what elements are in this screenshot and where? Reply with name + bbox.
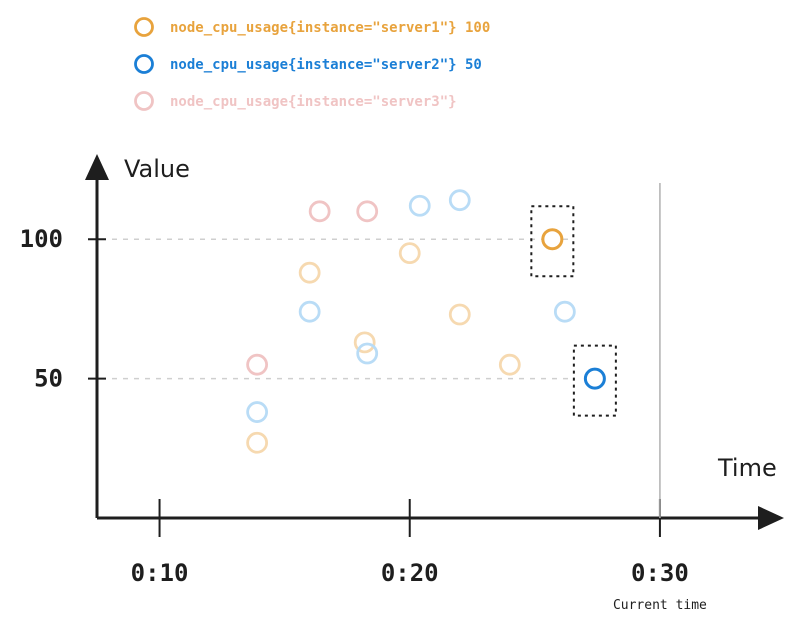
x-tick-label: 0:30 — [631, 559, 689, 587]
y-tick-label: 50 — [34, 365, 63, 393]
legend-entry-label: node_cpu_usage{instance="server3"} — [170, 94, 457, 110]
legend-marker-icon — [134, 17, 154, 37]
x-axis-arrow-icon — [758, 506, 784, 530]
x-tick-label: 0:20 — [381, 559, 439, 587]
legend-entry-label: node_cpu_usage{instance="server2"} 50 — [170, 57, 482, 73]
data-point-current — [541, 228, 564, 251]
data-point — [498, 353, 521, 376]
axis-ticks: 50 100 0:10 0:20 0:30 — [20, 225, 689, 587]
axes: Value Time — [85, 154, 784, 530]
highlight-box — [572, 344, 617, 417]
data-point — [408, 194, 431, 217]
y-axis-arrow-icon — [85, 154, 109, 180]
data-point — [246, 431, 269, 454]
x-tick-label: 0:10 — [131, 559, 189, 587]
data-point — [308, 200, 331, 223]
highlight-box — [530, 205, 575, 278]
current-time-label: Current time — [613, 598, 707, 613]
legend-entry-label: node_cpu_usage{instance="server1"} 100 — [170, 20, 490, 36]
data-point — [398, 242, 421, 265]
data-point — [353, 331, 376, 354]
legend: node_cpu_usage{instance="server1"} 100 no… — [134, 17, 490, 111]
data-point — [448, 303, 471, 326]
data-point — [246, 401, 269, 423]
data-point-current — [583, 367, 606, 390]
legend-marker-icon — [134, 91, 154, 111]
data-point — [298, 300, 321, 323]
data-point — [356, 200, 379, 223]
grid-lines — [112, 238, 570, 380]
data-point — [448, 189, 471, 212]
current-time-marker: Current time — [613, 183, 707, 613]
x-axis-title: Time — [717, 454, 777, 482]
data-point — [356, 342, 379, 365]
legend-marker-icon — [134, 54, 154, 74]
data-point — [246, 353, 269, 376]
data-points — [246, 189, 617, 454]
y-tick-label: 100 — [20, 225, 63, 253]
y-axis-title: Value — [124, 155, 190, 183]
data-point — [553, 300, 576, 323]
data-point — [298, 261, 321, 284]
